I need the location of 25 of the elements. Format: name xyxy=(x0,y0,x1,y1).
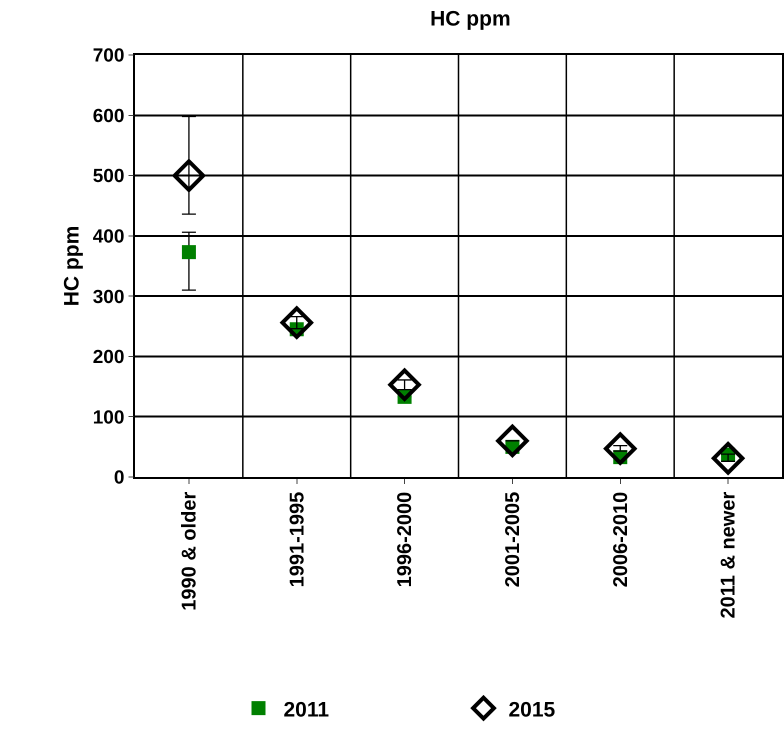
y-axis-title: HC ppm xyxy=(60,226,84,306)
y-tick-label: 700 xyxy=(92,46,124,67)
point xyxy=(172,159,206,192)
point xyxy=(182,245,196,260)
point xyxy=(712,442,744,475)
y-tick-label: 500 xyxy=(92,166,124,188)
x-tick-label: 1996-2000 xyxy=(394,492,416,588)
y-tick-label: 400 xyxy=(92,226,124,248)
point xyxy=(496,424,529,458)
legend-label: 2011 xyxy=(284,698,330,722)
point xyxy=(604,432,637,465)
point xyxy=(280,306,314,339)
y-tick-label: 0 xyxy=(114,468,124,489)
chart-title: HC ppm xyxy=(430,8,511,31)
x-tick-label: 2006-2010 xyxy=(610,492,632,588)
x-tick-label: 1991-1995 xyxy=(286,492,308,588)
x-tick-label: 2011 & newer xyxy=(718,492,740,618)
y-tick-label: 100 xyxy=(92,407,124,428)
y-tick-label: 200 xyxy=(92,347,124,368)
x-tick-label: 1990 & older xyxy=(178,492,200,611)
x-tick-label: 2001-2005 xyxy=(502,492,524,588)
legend-label: 2015 xyxy=(508,698,556,722)
y-tick-label: 300 xyxy=(92,286,124,308)
y-tick-label: 600 xyxy=(92,106,124,127)
point xyxy=(388,368,421,402)
